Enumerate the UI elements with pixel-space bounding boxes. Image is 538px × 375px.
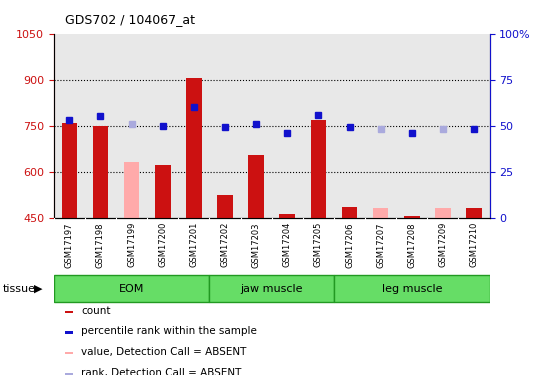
- Text: GSM17204: GSM17204: [283, 222, 292, 267]
- Bar: [373, 208, 388, 218]
- Bar: [249, 155, 264, 218]
- Bar: [66, 373, 73, 375]
- Text: tissue: tissue: [3, 284, 36, 294]
- Bar: [342, 207, 357, 218]
- Bar: [93, 126, 108, 218]
- Bar: [404, 216, 420, 217]
- Bar: [435, 208, 451, 218]
- Text: ▶: ▶: [34, 284, 43, 294]
- Text: rank, Detection Call = ABSENT: rank, Detection Call = ABSENT: [81, 368, 242, 375]
- Text: GSM17205: GSM17205: [314, 222, 323, 267]
- Bar: [209, 275, 334, 302]
- Text: GSM17203: GSM17203: [252, 222, 260, 267]
- Text: leg muscle: leg muscle: [381, 284, 442, 294]
- Bar: [186, 78, 202, 218]
- Text: GSM17200: GSM17200: [158, 222, 167, 267]
- Text: GDS702 / 104067_at: GDS702 / 104067_at: [65, 13, 195, 26]
- Bar: [61, 123, 77, 218]
- Bar: [66, 332, 73, 333]
- Bar: [66, 352, 73, 354]
- Text: value, Detection Call = ABSENT: value, Detection Call = ABSENT: [81, 347, 247, 357]
- Bar: [334, 275, 490, 302]
- Bar: [124, 162, 139, 218]
- Text: GSM17202: GSM17202: [221, 222, 230, 267]
- Bar: [66, 311, 73, 313]
- Text: GSM17209: GSM17209: [438, 222, 448, 267]
- Text: GSM17206: GSM17206: [345, 222, 354, 267]
- Text: jaw muscle: jaw muscle: [240, 284, 303, 294]
- Text: GSM17201: GSM17201: [189, 222, 199, 267]
- Text: GSM17210: GSM17210: [470, 222, 478, 267]
- Bar: [54, 275, 209, 302]
- Text: GSM17208: GSM17208: [407, 222, 416, 267]
- Text: GSM17199: GSM17199: [127, 222, 136, 267]
- Text: GSM17197: GSM17197: [65, 222, 74, 267]
- Text: percentile rank within the sample: percentile rank within the sample: [81, 327, 257, 336]
- Bar: [217, 195, 233, 217]
- Text: EOM: EOM: [119, 284, 144, 294]
- Text: GSM17207: GSM17207: [376, 222, 385, 267]
- Bar: [466, 208, 482, 218]
- Bar: [279, 214, 295, 217]
- Bar: [310, 120, 326, 218]
- Text: GSM17198: GSM17198: [96, 222, 105, 267]
- Text: count: count: [81, 306, 111, 316]
- Bar: [155, 165, 171, 218]
